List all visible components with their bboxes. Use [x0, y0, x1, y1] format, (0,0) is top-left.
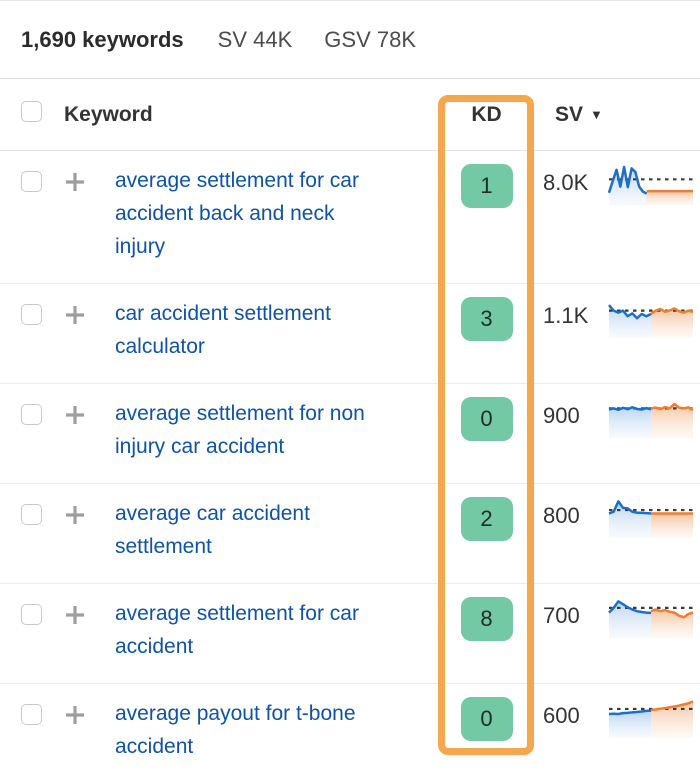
sv-value: 1.1K: [543, 303, 589, 328]
summary-gsv-total: GSV 78K: [324, 26, 416, 52]
row-checkbox-cell: [0, 584, 64, 663]
keyword-cell: average payout for t-bone accident: [115, 684, 440, 763]
keyword-table-body: average settlement for car accident back…: [0, 151, 700, 776]
keyword-link[interactable]: average car accident settlement: [115, 502, 310, 558]
row-add-cell: [64, 584, 115, 663]
add-keyword-icon[interactable]: [64, 704, 86, 726]
keyword-row: average settlement for car accident back…: [0, 151, 700, 284]
keyword-link[interactable]: average payout for t-bone accident: [115, 702, 356, 758]
column-header-sv[interactable]: SV ▼: [533, 103, 603, 127]
sv-value: 8.0K: [543, 170, 589, 195]
sv-cell: 600: [533, 684, 608, 763]
sv-cell: 800: [533, 484, 608, 563]
row-checkbox[interactable]: [21, 504, 42, 525]
kd-cell: 2: [440, 484, 533, 563]
kd-cell: 0: [440, 684, 533, 763]
row-add-cell: [64, 484, 115, 563]
spark-cell: [608, 384, 700, 463]
add-keyword-icon[interactable]: [64, 404, 86, 426]
sv-cell: 8.0K: [533, 151, 608, 263]
kd-cell: 8: [440, 584, 533, 663]
row-checkbox-cell: [0, 484, 64, 563]
row-checkbox-cell: [0, 284, 64, 363]
keyword-row: average settlement for car accident 8 70…: [0, 584, 700, 684]
select-all-cell: [0, 101, 64, 128]
sv-cell: 900: [533, 384, 608, 463]
add-keyword-icon[interactable]: [64, 171, 86, 193]
sv-cell: 1.1K: [533, 284, 608, 363]
summary-sv-total: SV 44K: [217, 26, 293, 52]
add-keyword-icon[interactable]: [64, 604, 86, 626]
sv-trend-sparkline: [607, 163, 694, 207]
keyword-cell: average car accident settlement: [115, 484, 440, 563]
kd-cell: 0: [440, 384, 533, 463]
spark-cell: [608, 284, 700, 363]
kd-cell: 1: [440, 151, 533, 263]
keyword-row: average payout for t-bone accident 0 600: [0, 684, 700, 776]
add-keyword-icon[interactable]: [64, 304, 86, 326]
summary-bar: 1,690 keywords SV 44K GSV 78K: [0, 1, 700, 79]
row-checkbox-cell: [0, 151, 64, 263]
kd-header-label: KD: [471, 102, 502, 126]
keyword-cell: average settlement for non injury car ac…: [115, 384, 440, 463]
column-header-keyword[interactable]: Keyword: [64, 102, 153, 126]
sv-trend-sparkline: [608, 496, 694, 540]
keyword-row: average settlement for non injury car ac…: [0, 384, 700, 484]
sv-trend-sparkline: [608, 396, 694, 440]
sv-header-label: SV: [555, 102, 584, 126]
kd-badge: 0: [460, 697, 513, 741]
row-add-cell: [64, 384, 115, 463]
keywords-count: 1,690 keywords: [21, 26, 184, 52]
keyword-row: car accident settlement calculator 3 1.1…: [0, 284, 700, 384]
sv-trend-sparkline: [608, 296, 694, 340]
row-checkbox[interactable]: [21, 404, 42, 425]
sv-trend-sparkline: [608, 696, 694, 740]
sv-value: 900: [543, 403, 580, 428]
keyword-link[interactable]: average settlement for car accident back…: [115, 169, 359, 258]
row-checkbox[interactable]: [21, 604, 42, 625]
sv-value: 800: [543, 503, 580, 528]
row-checkbox[interactable]: [21, 171, 42, 192]
row-checkbox-cell: [0, 384, 64, 463]
spark-cell: [608, 584, 700, 663]
row-add-cell: [64, 684, 115, 763]
kd-badge: 2: [460, 497, 513, 541]
row-checkbox-cell: [0, 684, 64, 763]
sv-value: 600: [543, 703, 580, 728]
spark-cell: [607, 151, 700, 263]
row-add-cell: [64, 151, 115, 263]
sv-trend-sparkline: [608, 596, 694, 640]
kd-cell: 3: [440, 284, 533, 363]
keyword-link[interactable]: car accident settlement calculator: [115, 302, 331, 358]
keyword-row: average car accident settlement 2 800: [0, 484, 700, 584]
kd-badge: 3: [460, 297, 513, 341]
kd-badge: 0: [460, 397, 513, 441]
add-keyword-icon[interactable]: [64, 504, 86, 526]
table-header-row: Keyword KD SV ▼: [0, 79, 700, 151]
row-checkbox[interactable]: [21, 304, 42, 325]
sort-desc-icon: ▼: [590, 106, 603, 122]
column-header-kd[interactable]: KD: [440, 103, 533, 127]
kd-badge: 1: [460, 164, 513, 208]
spark-cell: [608, 484, 700, 563]
select-all-checkbox[interactable]: [21, 101, 42, 122]
row-checkbox[interactable]: [21, 704, 42, 725]
keyword-cell: average settlement for car accident back…: [115, 151, 440, 263]
keyword-cell: car accident settlement calculator: [115, 284, 440, 363]
row-add-cell: [64, 284, 115, 363]
sv-value: 700: [543, 603, 580, 628]
keyword-link[interactable]: average settlement for non injury car ac…: [115, 402, 365, 458]
sv-cell: 700: [533, 584, 608, 663]
spark-cell: [608, 684, 700, 763]
kd-badge: 8: [460, 597, 513, 641]
keyword-cell: average settlement for car accident: [115, 584, 440, 663]
keyword-link[interactable]: average settlement for car accident: [115, 602, 359, 658]
